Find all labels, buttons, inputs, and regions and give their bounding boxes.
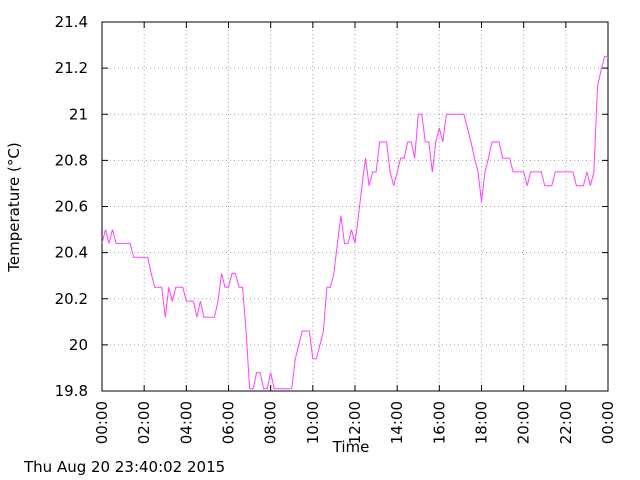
x-tick-label: 06:00 bbox=[220, 401, 238, 444]
y-tick-label: 21.2 bbox=[55, 59, 88, 77]
y-tick-label: 20.8 bbox=[55, 151, 88, 169]
y-tick-label: 20.6 bbox=[55, 198, 88, 216]
x-tick-label: 10:00 bbox=[304, 401, 322, 444]
x-tick-label: 14:00 bbox=[388, 401, 406, 444]
x-tick-label: 18:00 bbox=[473, 401, 491, 444]
x-tick-label: 00:00 bbox=[93, 401, 111, 444]
x-tick-label: 04:00 bbox=[177, 401, 195, 444]
x-tick-label: 08:00 bbox=[262, 401, 280, 444]
x-tick-label: 00:00 bbox=[599, 401, 617, 444]
y-tick-label: 21 bbox=[69, 105, 88, 123]
x-tick-labels: 00:00 02:00 04:00 06:00 08:00 10:00 12:00 14:00… bbox=[93, 401, 617, 444]
y-tick-label: 19.8 bbox=[55, 382, 88, 400]
grid-lines bbox=[102, 22, 608, 391]
x-axis-title: Time bbox=[332, 438, 370, 456]
y-tick-label: 20 bbox=[69, 336, 88, 354]
x-tick-label: 22:00 bbox=[557, 401, 575, 444]
y-tick-label: 20.2 bbox=[55, 290, 88, 308]
temperature-series-line bbox=[101, 56, 608, 390]
x-tick-label: 12:00 bbox=[346, 401, 364, 444]
footer-timestamp: Thu Aug 20 23:40:02 2015 bbox=[24, 458, 226, 476]
x-tick-label: 16:00 bbox=[430, 401, 448, 444]
axis-ticks bbox=[101, 21, 609, 392]
y-tick-label: 21.4 bbox=[55, 13, 88, 31]
y-tick-labels: 19.8 20 20.2 20.4 20.6 20.8 21 21.2 21.4 bbox=[55, 13, 88, 400]
x-tick-label: 20:00 bbox=[515, 401, 533, 444]
y-tick-label: 20.4 bbox=[55, 244, 88, 262]
x-tick-label: 02:00 bbox=[135, 401, 153, 444]
y-axis-title: Temperature (°C) bbox=[5, 142, 23, 272]
